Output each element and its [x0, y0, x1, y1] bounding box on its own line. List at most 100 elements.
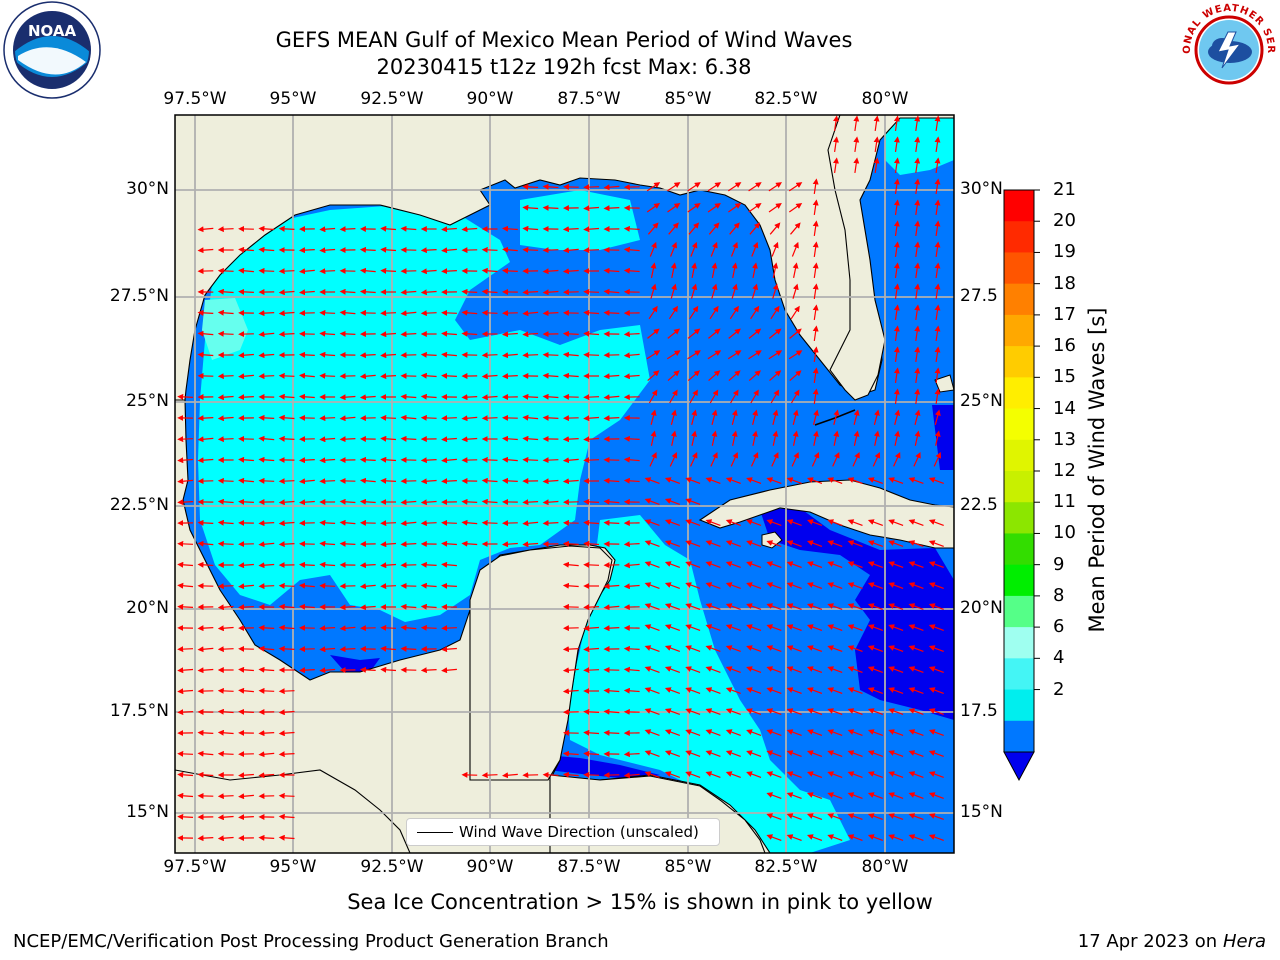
wave-direction-arrow	[502, 267, 518, 274]
longitude-label-top: 80°W	[861, 89, 909, 109]
colorbar-tick-label: 11	[1053, 491, 1076, 513]
wave-direction-arrow	[197, 457, 214, 464]
wave-direction-arrow	[687, 370, 701, 382]
wave-direction-arrow	[420, 457, 437, 464]
latitude-label-right: 25°N	[960, 391, 1003, 411]
wave-direction-arrow	[668, 305, 678, 320]
colorbar-tick-label: 15	[1053, 366, 1076, 388]
wave-direction-arrow	[481, 373, 498, 380]
wave-direction-arrow	[177, 750, 194, 757]
wave-direction-arrow	[299, 351, 315, 358]
longitude-label-top: 87.5°W	[557, 89, 621, 109]
wave-direction-arrow	[752, 409, 759, 425]
wave-direction-arrow	[420, 624, 437, 631]
wave-direction-arrow	[746, 603, 762, 610]
wave-direction-arrow	[908, 540, 924, 547]
wave-direction-arrow	[197, 625, 214, 632]
wave-direction-arrow	[623, 666, 640, 673]
wave-direction-arrow	[441, 436, 457, 443]
colorbar-tick-label: 12	[1053, 460, 1076, 481]
wave-direction-arrow	[583, 226, 600, 233]
wave-direction-arrow	[833, 115, 839, 131]
wave-direction-arrow	[217, 226, 234, 233]
wave-direction-arrow	[542, 372, 559, 379]
wave-direction-arrow	[177, 499, 194, 506]
wave-direction-arrow	[873, 430, 880, 446]
wave-direction-arrow	[867, 729, 884, 736]
wave-direction-arrow	[914, 157, 921, 173]
colorbar-bin	[1004, 408, 1034, 441]
wave-direction-arrow	[766, 540, 782, 547]
wave-direction-arrow	[786, 750, 802, 757]
wave-direction-arrow	[786, 477, 802, 484]
cyan-wave-region-northeast	[520, 190, 640, 250]
wave-direction-arrow	[812, 220, 819, 236]
wave-direction-arrow	[278, 582, 295, 589]
wave-direction-arrow	[731, 430, 738, 446]
wave-direction-arrow	[583, 646, 600, 653]
wave-direction-arrow	[708, 370, 721, 382]
wave-direction-arrow	[827, 771, 843, 778]
wave-direction-arrow	[319, 309, 336, 316]
wave-direction-arrow	[711, 409, 718, 425]
wave-direction-arrow	[278, 792, 295, 799]
wave-direction-arrow	[542, 247, 559, 254]
wave-direction-arrow	[420, 478, 437, 485]
wave-direction-arrow	[708, 222, 720, 235]
map-frame	[174, 114, 955, 854]
wave-direction-arrow	[481, 519, 498, 526]
wave-direction-arrow	[502, 772, 518, 779]
wave-direction-arrow	[278, 268, 295, 275]
wave-direction-arrow	[623, 246, 640, 253]
wave-direction-arrow	[649, 241, 657, 257]
wave-direction-arrow	[583, 604, 600, 611]
wave-direction-arrow	[258, 834, 275, 841]
wave-direction-arrow	[669, 451, 678, 467]
wave-direction-arrow	[583, 247, 600, 254]
wave-direction-arrow	[583, 205, 600, 212]
wave-direction-arrow	[853, 430, 860, 446]
wave-direction-arrow	[746, 519, 762, 526]
wave-direction-arrow	[812, 241, 819, 257]
wave-direction-arrow	[238, 814, 254, 821]
wave-direction-arrow	[646, 202, 661, 213]
colorbar-tick-label: 17	[1053, 303, 1076, 325]
wave-direction-arrow	[888, 561, 904, 568]
wave-direction-arrow	[603, 583, 620, 590]
wave-direction-arrow	[380, 583, 397, 590]
wave-direction-arrow	[339, 519, 356, 526]
wave-direction-arrow	[522, 246, 539, 253]
wave-direction-arrow	[400, 435, 417, 442]
footer-date-text: 17 Apr 2023 on	[1077, 931, 1223, 952]
wave-direction-arrow	[278, 310, 295, 317]
wave-direction-arrow	[278, 603, 295, 610]
wave-direction-arrow	[729, 222, 740, 235]
wave-direction-arrow	[339, 330, 356, 337]
wave-direction-arrow	[339, 625, 356, 632]
wave-direction-arrow	[258, 772, 275, 779]
wave-direction-arrow	[710, 241, 718, 257]
wave-direction-arrow	[583, 667, 600, 674]
latitude-label-right: 15°N	[960, 802, 1003, 822]
wave-direction-arrow	[888, 687, 904, 694]
wave-direction-arrow	[258, 477, 275, 484]
wave-direction-arrow	[812, 283, 819, 299]
wave-direction-arrow	[603, 415, 620, 422]
wave-direction-arrow	[441, 582, 457, 589]
wave-direction-arrow	[650, 262, 657, 279]
wave-direction-arrow	[583, 415, 600, 422]
colorbar-bin	[1004, 502, 1034, 535]
wave-direction-arrow	[690, 451, 698, 467]
wave-direction-arrow	[766, 813, 782, 820]
wave-direction-arrow	[542, 771, 559, 778]
wave-direction-arrow	[380, 541, 397, 548]
colorbar-bin	[1004, 471, 1034, 503]
legend-label: Wind Wave Direction (unscaled)	[459, 823, 699, 841]
wave-direction-arrow	[380, 562, 397, 569]
wave-direction-arrow	[746, 666, 762, 673]
wave-direction-arrow	[319, 330, 336, 337]
wave-direction-arrow	[299, 603, 315, 610]
wave-direction-arrow	[873, 409, 880, 425]
wave-direction-arrow	[258, 352, 275, 359]
colorbar-bin	[1004, 658, 1034, 691]
